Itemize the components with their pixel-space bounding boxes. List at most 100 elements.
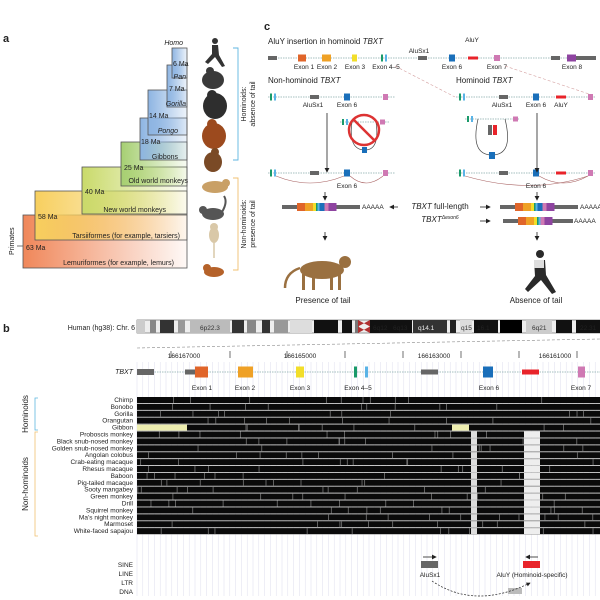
alignment-gap (366, 507, 368, 514)
utr (576, 56, 596, 60)
exon-block (463, 93, 465, 101)
exon-block (383, 94, 388, 100)
primate-illustrations (199, 38, 230, 277)
alignment-gap (339, 521, 341, 528)
exon-6 (533, 93, 539, 101)
alignment-gap (448, 528, 450, 535)
exon-segment (305, 203, 313, 211)
nonhominoid-title: Non-hominoid TBXT (268, 76, 342, 85)
aluy (522, 369, 539, 375)
exon-label: Exon 3 (290, 385, 311, 392)
alignment-gap (364, 479, 366, 486)
exon-segment (313, 203, 316, 211)
aluy (493, 125, 497, 135)
aluy-repeat (523, 561, 540, 568)
polya-tail: AAAAA (362, 204, 384, 211)
chromosome-band (370, 320, 390, 333)
exon-4 (381, 54, 383, 62)
node-ages: 63 Ma 58 Ma 40 Ma 25 Ma 18 Ma 14 Ma 7 Ma… (26, 61, 189, 252)
alusx1-label: AluSx1 (420, 572, 441, 579)
alignment-gap (265, 479, 267, 486)
species-label: Baboon (111, 473, 134, 480)
exon-block (342, 119, 344, 125)
exon-segment (316, 203, 318, 211)
human-runner-icon (205, 38, 225, 67)
alignment-gap (301, 452, 303, 459)
alignment-gap (302, 459, 304, 466)
band-label: q15 (461, 325, 472, 332)
alignment-gap (542, 493, 544, 500)
alignment-gap (158, 431, 160, 438)
exon-segment (297, 203, 305, 211)
alignment-gap (576, 438, 578, 445)
alignment-gap (392, 452, 393, 459)
repeat-track-label: LINE (119, 571, 134, 578)
tbxt-gene-track (137, 366, 600, 378)
band-label: q14.1 (418, 325, 435, 332)
alignment-gap (317, 521, 318, 528)
exon-segment (515, 203, 523, 211)
alignment-gap (441, 507, 443, 514)
band-label: 6q12 (373, 325, 388, 332)
aluy-absent-region (524, 452, 540, 459)
alignment-row (137, 445, 600, 452)
blocked-pairing-icon (347, 113, 381, 147)
alusx1 (310, 171, 319, 175)
hominoids-label: Hominoids (21, 395, 30, 433)
alignment-gap (471, 486, 477, 493)
aluy-label: AluY (554, 102, 568, 109)
alignment-gap (212, 486, 214, 493)
alignment-gap (292, 493, 294, 500)
alignment-row (137, 452, 600, 459)
alignment-gap (368, 521, 369, 528)
orangutan-icon (202, 119, 226, 149)
aluy-label: AluY (465, 37, 479, 44)
alignment-gap (339, 459, 341, 466)
alignment-gap (564, 493, 566, 500)
alignment-gap (563, 424, 564, 431)
alignment-gap (576, 452, 578, 459)
alignment-gap (243, 417, 245, 424)
zoom-guide-line (504, 65, 593, 96)
alignment-gap (175, 500, 176, 507)
exon6-label: Exon 6 (337, 183, 358, 190)
chromosome-band (390, 320, 412, 333)
alignment-gap (340, 397, 342, 403)
alignment-gap (496, 521, 498, 528)
alignment-gap (199, 431, 201, 438)
exon-label: Exon 1 (192, 385, 213, 392)
gorilla-icon (203, 90, 227, 119)
macaque-icon (202, 179, 230, 193)
utr (268, 56, 277, 60)
alignment-block (137, 514, 600, 521)
primates-label: Primates (9, 227, 16, 255)
alignment-gap (471, 472, 477, 479)
alignment-block (137, 403, 600, 410)
alusx1-label: AluSx1 (409, 48, 430, 55)
alignment-row (137, 472, 600, 480)
alignment-gap (563, 445, 565, 452)
alignment-gap (172, 403, 174, 410)
alignment-gap (148, 452, 149, 459)
alignment-gap (140, 486, 142, 493)
polya-tail: AAAAA (580, 204, 600, 211)
chromosome-ideogram (136, 319, 600, 334)
taxon-label: Gorilla (166, 101, 186, 108)
exon-6 (483, 366, 493, 378)
alignment-gap (192, 507, 194, 514)
alignment-gap (392, 521, 394, 528)
alignment-gap (388, 417, 390, 424)
hominoid-bracket: Hominoids: absence of tail (233, 47, 257, 161)
alignment-row (137, 479, 600, 487)
alignment-gap (194, 466, 196, 472)
alignment-gap (235, 452, 237, 459)
running-human-icon (525, 250, 556, 294)
alignment-gap (209, 403, 211, 410)
exon-block (270, 169, 272, 177)
alignment-gap (242, 472, 244, 479)
bracket-label: presence of tail (250, 200, 257, 248)
alignment-row (137, 438, 600, 446)
species-label: Drill (122, 501, 134, 508)
gibbon-icon (204, 148, 222, 172)
